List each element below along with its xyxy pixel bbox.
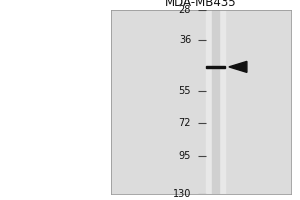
Bar	[212, 10, 219, 194]
Bar	[206, 10, 225, 194]
Text: 55: 55	[178, 86, 191, 96]
Polygon shape	[229, 61, 247, 72]
Text: 72: 72	[178, 118, 191, 128]
Title: MDA-MB435: MDA-MB435	[165, 0, 237, 9]
Text: 95: 95	[179, 151, 191, 161]
Bar	[206, 66, 225, 68]
Text: 130: 130	[173, 189, 191, 199]
Text: 36: 36	[179, 35, 191, 45]
Text: 28: 28	[179, 5, 191, 15]
